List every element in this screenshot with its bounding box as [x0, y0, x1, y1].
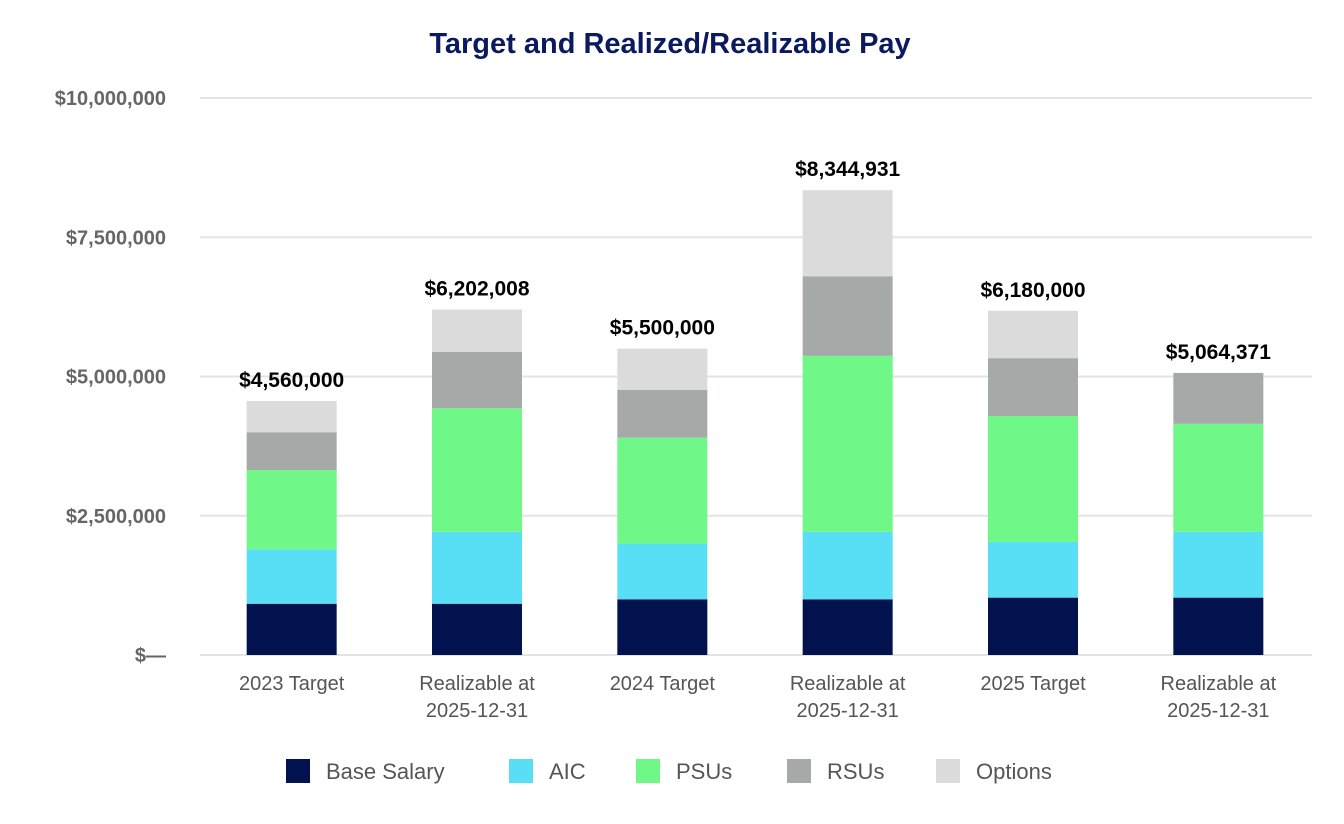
- x-axis: 2023 Target Realizable at 2025-12-31 2024 T…: [239, 673, 1277, 722]
- bar-segment-rsus: [432, 351, 522, 409]
- total-data-label: $8,344,931: [795, 158, 900, 181]
- bar-segment-base-salary: [1173, 597, 1264, 655]
- total-data-label: $6,180,000: [980, 279, 1085, 302]
- y-axis: $— $2,500,000 $5,000,000 $7,500,000 $10,000,…: [55, 88, 166, 667]
- legend-swatch: [286, 759, 310, 783]
- bar-segment-psus: [432, 408, 522, 532]
- legend-item: Options: [936, 759, 1052, 784]
- x-tick-label: 2023 Target: [239, 673, 345, 695]
- legend-label: PSUs: [676, 759, 732, 784]
- bar-segment-base-salary: [988, 597, 1078, 655]
- legend-item: RSUs: [787, 759, 884, 784]
- bar-segment-rsus: [988, 358, 1078, 417]
- bar-segment-aic: [432, 531, 522, 604]
- legend-label: RSUs: [827, 759, 884, 784]
- bar-segment-aic: [802, 531, 893, 600]
- bars: $4,560,000 $6,202,008 $5,500,000 $8,344,931…: [239, 158, 1271, 655]
- legend-swatch: [936, 759, 960, 783]
- bar-segment-options: [988, 310, 1078, 359]
- chart-title: Target and Realized/Realizable Pay: [429, 28, 910, 60]
- bar-segment-options: [802, 190, 893, 277]
- y-tick-label: $10,000,000: [55, 88, 166, 110]
- bar-segment-rsus: [802, 276, 893, 356]
- x-tick-label: 2025-12-31: [1167, 700, 1269, 722]
- y-tick-label: $2,500,000: [66, 506, 166, 528]
- total-data-label: $6,202,008: [424, 278, 529, 301]
- legend: Base Salary AIC PSUs RSUs Options: [286, 759, 1052, 784]
- bar-segment-rsus: [246, 432, 337, 471]
- bar-segment-options: [432, 309, 522, 352]
- x-tick-label: 2024 Target: [610, 673, 716, 695]
- x-tick-label: 2025-12-31: [426, 700, 528, 722]
- bar-segment-base-salary: [246, 603, 337, 655]
- y-tick-label: $7,500,000: [66, 227, 166, 249]
- x-tick-label: Realizable at: [419, 673, 535, 695]
- x-tick-label: 2025-12-31: [797, 700, 899, 722]
- bar-segment-aic: [988, 541, 1078, 598]
- bar-segment-aic: [246, 549, 337, 604]
- bar-segment-psus: [246, 470, 337, 550]
- legend-label: AIC: [549, 759, 586, 784]
- legend-label: Options: [976, 759, 1052, 784]
- legend-swatch: [636, 759, 660, 783]
- total-data-label: $5,064,371: [1166, 341, 1271, 364]
- bar-segment-psus: [1173, 423, 1264, 532]
- x-tick-label: Realizable at: [790, 673, 906, 695]
- bar-segment-aic: [617, 543, 708, 600]
- legend-item: PSUs: [636, 759, 732, 784]
- x-tick-label: 2025 Target: [980, 673, 1086, 695]
- legend-item: Base Salary: [286, 759, 445, 784]
- bar-segment-psus: [617, 437, 708, 544]
- bar-segment-psus: [802, 355, 893, 532]
- bar-segment-psus: [988, 416, 1078, 542]
- y-tick-label: $5,000,000: [66, 367, 166, 389]
- bar-segment-base-salary: [802, 599, 893, 655]
- bar-segment-options: [246, 401, 337, 433]
- bar-segment-base-salary: [617, 599, 708, 655]
- legend-swatch: [787, 759, 811, 783]
- gridlines: [200, 97, 1312, 656]
- x-tick-label: Realizable at: [1161, 673, 1277, 695]
- bar-segment-options: [617, 348, 708, 390]
- bar-segment-base-salary: [432, 603, 522, 655]
- legend-label: Base Salary: [326, 759, 445, 784]
- total-data-label: $4,560,000: [239, 369, 344, 392]
- bar-segment-rsus: [1173, 372, 1264, 424]
- y-tick-label: $—: [135, 645, 166, 667]
- legend-item: AIC: [509, 759, 586, 784]
- bar-segment-rsus: [617, 389, 708, 438]
- legend-swatch: [509, 759, 533, 783]
- bar-segment-aic: [1173, 531, 1264, 598]
- total-data-label: $5,500,000: [610, 317, 715, 340]
